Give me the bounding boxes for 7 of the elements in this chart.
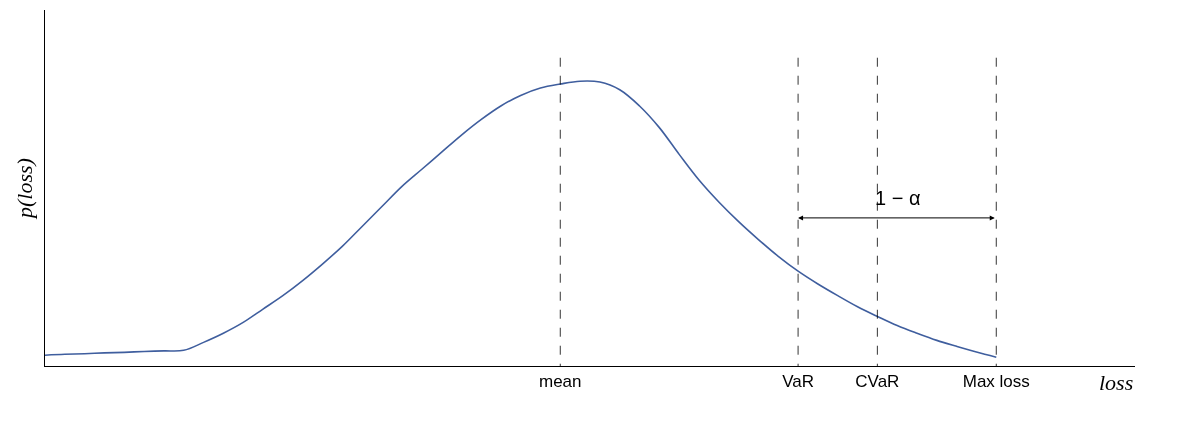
x-tick-label: Max loss <box>962 372 1030 392</box>
annotation: 1 − α <box>875 187 921 209</box>
x-tick-label: VaR <box>782 372 814 392</box>
x-tick-label: CVaR <box>855 372 900 392</box>
x-tick-label: mean <box>539 372 582 392</box>
x-axis-title: loss <box>1099 370 1134 395</box>
y-axis-title: p(loss) <box>11 158 37 220</box>
